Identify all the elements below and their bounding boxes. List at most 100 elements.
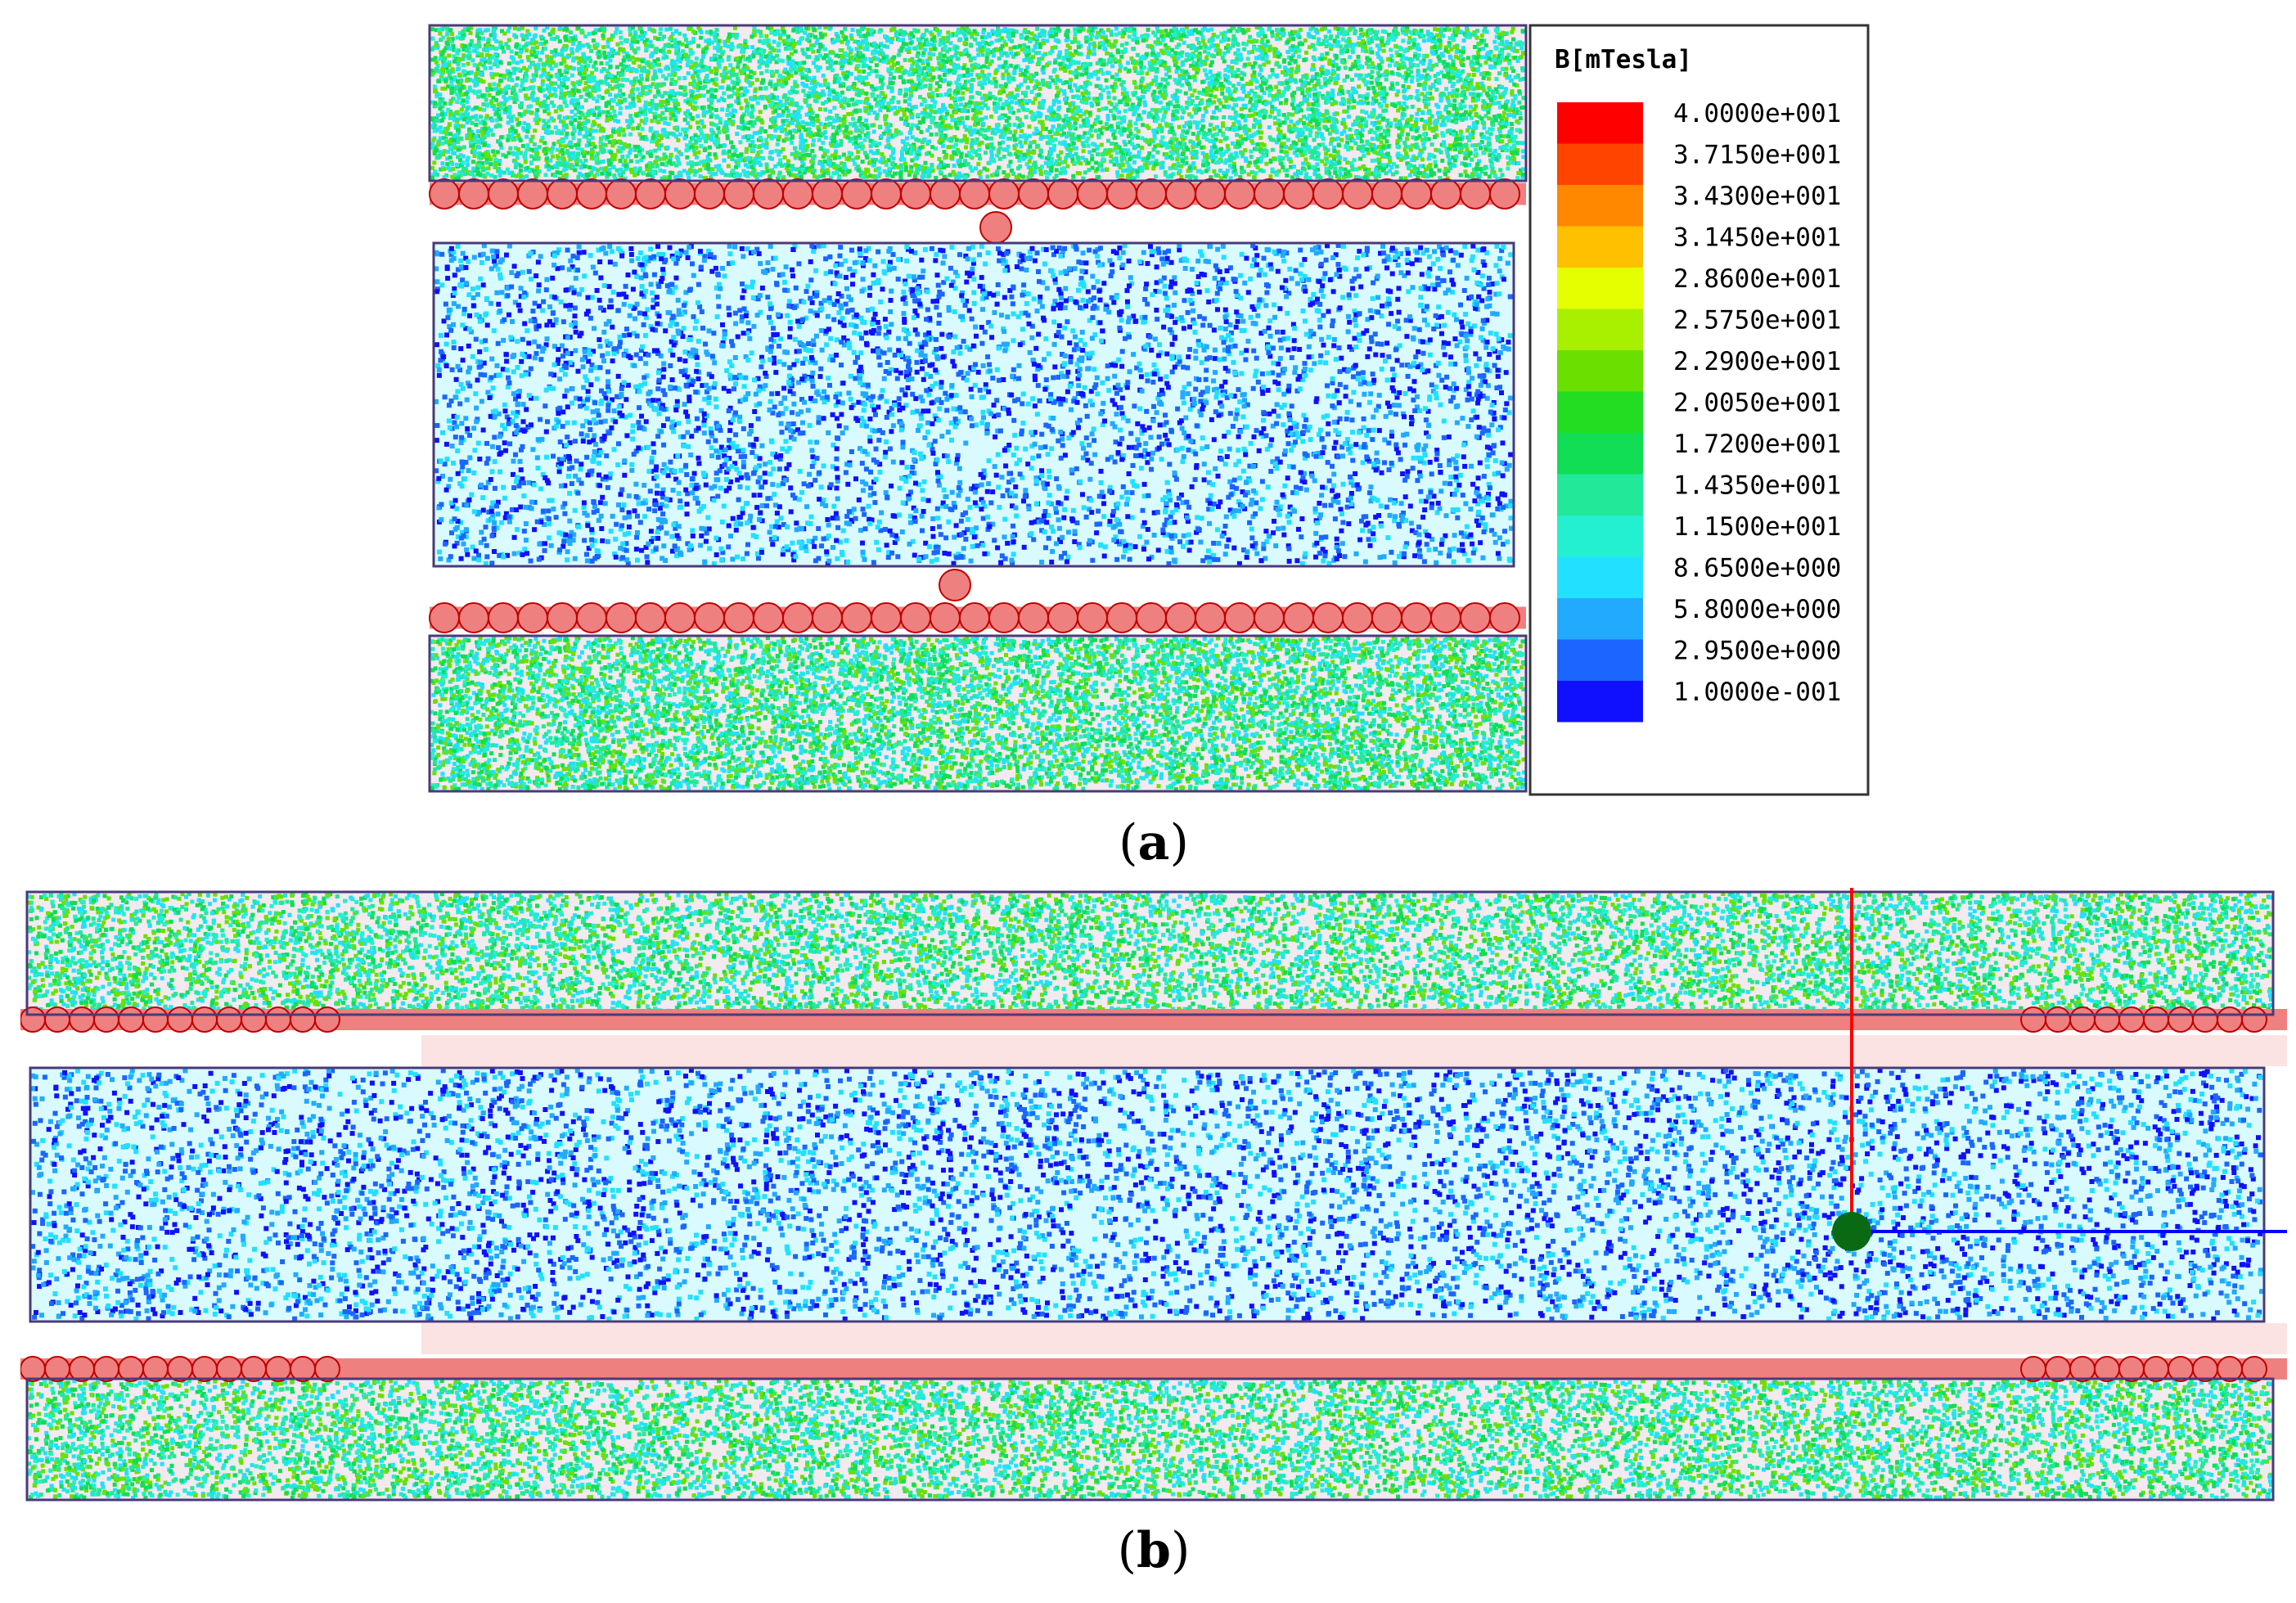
field-sample (1001, 106, 1006, 110)
field-sample (1493, 61, 1498, 65)
field-sample (758, 136, 763, 140)
field-sample (922, 42, 927, 47)
field-sample (1384, 129, 1389, 134)
field-sample (1179, 164, 1184, 169)
field-sample (1209, 74, 1214, 79)
field-sample (1284, 68, 1289, 73)
field-sample (1304, 50, 1308, 55)
field-sample (1454, 29, 1459, 34)
field-sample (1033, 114, 1038, 119)
field-sample (1189, 56, 1194, 61)
field-sample (1014, 29, 1019, 34)
field-sample (1501, 94, 1506, 99)
field-sample (590, 123, 595, 128)
field-sample (569, 30, 574, 35)
field-sample (840, 90, 844, 95)
field-sample (498, 61, 503, 65)
field-sample (633, 166, 637, 171)
field-sample (1001, 89, 1006, 94)
field-sample (633, 29, 637, 34)
field-sample (838, 98, 843, 103)
field-sample (1192, 120, 1197, 124)
field-sample (980, 47, 985, 52)
field-sample (1269, 137, 1274, 142)
field-sample (1182, 161, 1186, 166)
field-sample (1221, 124, 1225, 128)
field-sample (1356, 54, 1361, 59)
field-sample (542, 88, 546, 92)
field-sample (916, 151, 921, 156)
field-sample (664, 162, 669, 167)
field-sample (869, 69, 874, 74)
field-sample (673, 103, 678, 108)
field-sample (1230, 25, 1235, 30)
field-sample (1135, 36, 1140, 41)
field-sample (705, 157, 710, 162)
field-sample (610, 79, 615, 83)
field-sample (1407, 124, 1411, 128)
field-sample (775, 53, 779, 58)
field-sample (1048, 169, 1053, 173)
field-sample (581, 43, 586, 48)
field-sample (1332, 38, 1337, 43)
field-sample (526, 123, 530, 128)
field-sample (1429, 142, 1434, 147)
field-sample (958, 86, 963, 91)
field-sample (654, 75, 659, 80)
field-sample (1410, 57, 1415, 62)
field-sample (673, 147, 678, 152)
field-sample (1209, 63, 1213, 68)
field-sample (777, 41, 781, 46)
field-sample (1171, 35, 1175, 39)
field-sample (1122, 139, 1127, 144)
field-sample (926, 167, 931, 171)
field-sample (774, 60, 779, 65)
field-sample (1364, 96, 1369, 101)
field-sample (1429, 153, 1434, 158)
field-sample (560, 151, 565, 156)
field-sample (933, 100, 938, 105)
field-sample (1475, 82, 1480, 87)
field-sample (1003, 84, 1008, 89)
field-sample (445, 156, 450, 161)
field-sample (1064, 134, 1069, 139)
field-sample (1415, 88, 1420, 93)
field-sample (1382, 153, 1387, 158)
field-sample (503, 90, 508, 95)
field-sample (759, 80, 764, 85)
field-sample (533, 174, 538, 179)
field-sample (1510, 126, 1515, 131)
field-sample (602, 50, 607, 55)
field-sample (734, 35, 739, 40)
field-sample (637, 57, 642, 62)
field-sample (1151, 166, 1156, 171)
field-sample (1370, 158, 1375, 163)
field-sample (1368, 47, 1373, 52)
field-sample (1245, 136, 1250, 141)
field-sample (488, 83, 493, 88)
field-sample (1404, 151, 1409, 156)
field-sample (550, 165, 555, 170)
field-sample (1200, 118, 1205, 123)
field-sample (1495, 90, 1500, 95)
field-sample (850, 28, 855, 33)
field-sample (768, 133, 773, 138)
field-sample (1401, 38, 1406, 43)
field-sample (831, 125, 835, 130)
field-sample (508, 96, 513, 101)
field-sample (1180, 107, 1185, 112)
field-sample (775, 95, 780, 100)
field-sample (1248, 108, 1253, 113)
field-sample (653, 35, 658, 40)
field-sample (709, 115, 714, 119)
field-sample (1463, 110, 1468, 115)
field-sample (993, 79, 998, 84)
field-sample (1306, 81, 1311, 86)
field-sample (880, 160, 885, 164)
field-sample (961, 108, 966, 113)
field-sample (959, 155, 964, 160)
field-sample (1071, 95, 1076, 99)
field-sample (568, 93, 573, 98)
field-sample (1302, 94, 1307, 99)
field-sample (574, 159, 579, 164)
